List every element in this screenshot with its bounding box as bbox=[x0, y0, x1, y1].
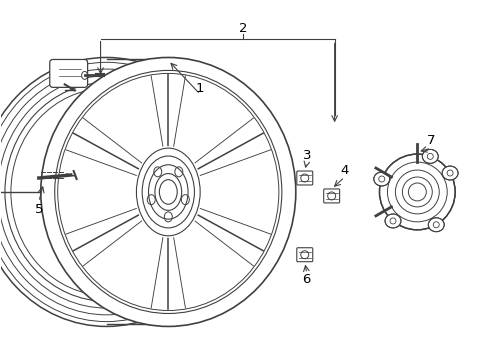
Text: 1: 1 bbox=[196, 82, 204, 95]
FancyBboxPatch shape bbox=[296, 171, 312, 185]
Ellipse shape bbox=[427, 218, 443, 232]
Ellipse shape bbox=[379, 154, 454, 230]
Ellipse shape bbox=[384, 214, 400, 228]
Ellipse shape bbox=[422, 149, 437, 163]
Ellipse shape bbox=[441, 166, 457, 180]
FancyBboxPatch shape bbox=[323, 189, 339, 203]
Text: 7: 7 bbox=[426, 134, 435, 147]
FancyBboxPatch shape bbox=[50, 59, 87, 87]
Text: 2: 2 bbox=[238, 22, 247, 35]
Text: 6: 6 bbox=[302, 273, 310, 286]
Text: 4: 4 bbox=[340, 163, 348, 176]
FancyBboxPatch shape bbox=[296, 248, 312, 262]
Ellipse shape bbox=[41, 58, 295, 327]
Ellipse shape bbox=[134, 146, 202, 238]
Ellipse shape bbox=[373, 172, 389, 186]
Text: 3: 3 bbox=[302, 149, 310, 162]
Text: 5: 5 bbox=[35, 203, 43, 216]
